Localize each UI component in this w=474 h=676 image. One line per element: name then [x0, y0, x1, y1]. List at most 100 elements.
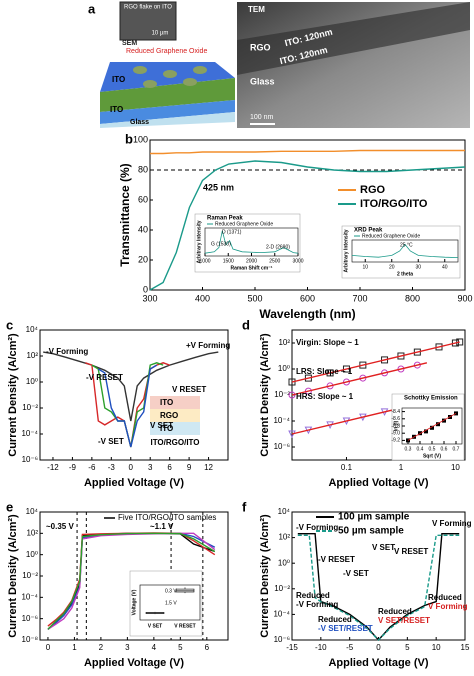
- y-axis-label: Current Density (A/cm²): [7, 514, 19, 638]
- stack-layer: [150, 396, 200, 409]
- y-tick-label: 10⁰: [278, 364, 290, 373]
- x-tick-label: -12: [47, 463, 59, 472]
- y-tick-label: 10⁰: [26, 377, 38, 386]
- x-tick-label: V SET: [148, 623, 162, 629]
- glass-layer: [100, 112, 235, 128]
- x-tick-label: 1000: [199, 258, 210, 264]
- ito-top-label: ITO: [112, 75, 125, 84]
- series-line: [291, 362, 428, 396]
- x-tick-label: -3: [108, 463, 116, 472]
- sem-label: SEM: [122, 40, 137, 47]
- annotation: V RESET: [394, 547, 428, 556]
- electrode: [143, 80, 157, 88]
- stack-layer: [150, 409, 200, 422]
- tem-glass-label: Glass: [250, 76, 275, 86]
- x-axis-label: Applied Voltage (V): [328, 477, 428, 489]
- annotation: -V RESET: [318, 555, 355, 564]
- glass-label: Glass: [130, 119, 149, 126]
- y-tick-label: 20: [138, 254, 148, 264]
- x-tick-label: 1: [72, 643, 77, 652]
- y-tick-label: 10⁴: [26, 507, 39, 516]
- plot-frame: [139, 584, 201, 621]
- x-tick-label: 10: [432, 643, 441, 652]
- inset-background: [391, 393, 465, 461]
- annotation: +V Forming: [186, 341, 230, 350]
- x-tick-label: 40: [442, 264, 448, 270]
- x-axis-label: Applied Voltage (V): [84, 657, 184, 669]
- electrode: [193, 66, 207, 74]
- x-tick-label: 3: [148, 463, 153, 472]
- y-tick-label: 10²: [26, 351, 38, 360]
- panel-label: f: [242, 499, 247, 514]
- panel-label: a: [88, 1, 96, 16]
- plot-frame: [351, 239, 459, 263]
- stack-layer-label: ITO: [160, 424, 173, 433]
- tem-layer: [237, 2, 470, 75]
- x-tick-label: -5: [346, 643, 354, 652]
- annotation: -V Forming: [296, 600, 338, 609]
- x-tick-label: 5: [405, 643, 410, 652]
- series-line: [351, 243, 459, 258]
- x-tick-label: 30: [415, 264, 421, 270]
- sem-scale: 10 µm: [152, 31, 169, 37]
- y-axis-label: Voltage (V): [131, 589, 137, 615]
- x-tick-label: -15: [286, 643, 298, 652]
- y-tick-label: 60: [138, 194, 148, 204]
- y-tick-label: -9.2: [391, 438, 400, 444]
- y-axis-label: Current Density (A/cm²): [259, 514, 271, 638]
- series-line: [204, 230, 299, 254]
- y-tick-label: -8.6: [391, 416, 400, 422]
- inset-background: [341, 225, 461, 279]
- inset-title: XRD Peak: [354, 228, 383, 234]
- y-tick-label: 10⁻⁴: [273, 416, 290, 425]
- x-tick-label: 12: [204, 463, 213, 472]
- annotation: 425 nm: [203, 182, 234, 192]
- inset-title: Schottky Emission: [404, 396, 458, 402]
- sem-caption: RGO flake on ITO: [124, 5, 172, 11]
- y-tick-label: 10⁻⁸: [22, 635, 39, 644]
- series-line: [149, 160, 466, 291]
- legend-label: 100 µm sample: [338, 512, 410, 523]
- electrode: [133, 66, 147, 74]
- x-axis-label: Sqrt (V): [423, 453, 441, 459]
- y-tick-label: 10⁻²: [22, 571, 38, 580]
- y-tick-label: 10⁴: [278, 507, 291, 516]
- x-tick-label: 0.1: [341, 463, 353, 472]
- stack-label: ITO/RGO/ITO: [150, 438, 199, 447]
- series-line: [43, 351, 219, 422]
- legend-label: RGO: [360, 184, 386, 196]
- series-line: [47, 532, 216, 630]
- x-tick-label: 20: [389, 264, 395, 270]
- x-tick-label: 6: [167, 463, 172, 472]
- x-axis-label: 2 theta: [397, 271, 413, 277]
- x-tick-label: 500: [247, 293, 262, 303]
- annotation: Virgin: Slope ~ 1: [296, 338, 359, 347]
- y-axis-label: Transmittance (%): [118, 163, 132, 266]
- x-tick-label: 2500: [269, 258, 280, 264]
- marker: [456, 338, 464, 346]
- annotation: HRS: Slope ~ 1: [296, 392, 354, 401]
- y-axis-label: Current Density (A/cm²): [259, 333, 271, 457]
- annotation: V Forming: [432, 519, 472, 528]
- annotation: V SET/RESET: [378, 616, 430, 625]
- plot-frame: [39, 329, 229, 461]
- annotation: V SET: [150, 421, 173, 430]
- x-tick-label: -10: [315, 643, 327, 652]
- x-tick-label: 15: [461, 643, 470, 652]
- y-tick-label: 100: [133, 134, 148, 144]
- y-tick-label: 10⁻⁴: [21, 429, 38, 438]
- x-tick-label: -6: [88, 463, 96, 472]
- annotation: -V Forming: [46, 347, 88, 356]
- x-axis-label: Applied Voltage (V): [328, 657, 428, 669]
- y-tick-label: 10⁻⁶: [274, 442, 290, 451]
- annotation: V SET: [372, 543, 395, 552]
- panel-label: b: [125, 131, 133, 146]
- annotation: 2-D (2690): [266, 244, 290, 250]
- inset-title: Raman Peak: [207, 216, 243, 222]
- x-tick-label: 0.5: [429, 446, 436, 452]
- y-tick-label: 0: [143, 284, 148, 294]
- panel-label: d: [242, 317, 250, 332]
- annotation: D (1371): [222, 229, 242, 235]
- annotation: Reduced: [428, 593, 462, 602]
- x-tick-label: 6: [205, 643, 210, 652]
